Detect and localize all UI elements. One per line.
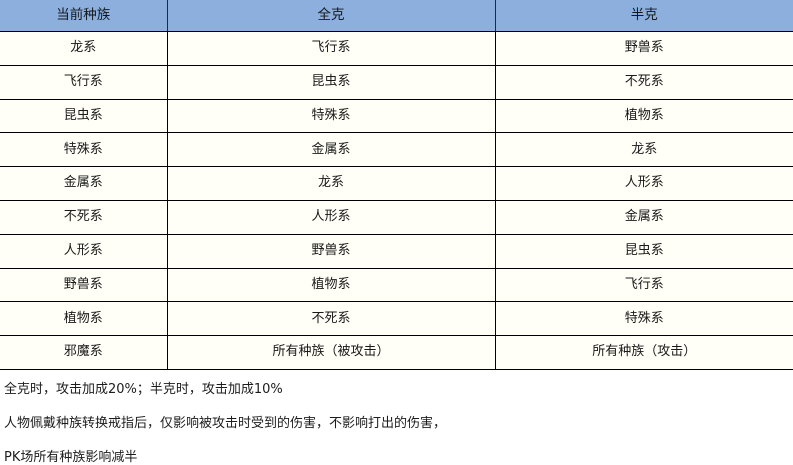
- cell-full-counter: 飞行系: [167, 31, 496, 66]
- cell-full-counter: 金属系: [167, 132, 496, 168]
- cell-current-race: 金属系: [0, 166, 168, 201]
- table-body: 龙系 飞行系 野兽系 飞行系 昆虫系 不死系 昆虫系 特殊系 植物系 特殊系 金…: [0, 31, 793, 370]
- table-row: 不死系 人形系 金属系: [0, 200, 793, 235]
- cell-half-counter: 金属系: [495, 200, 793, 235]
- table-row: 昆虫系 特殊系 植物系: [0, 99, 793, 134]
- cell-full-counter: 植物系: [167, 268, 496, 303]
- cell-current-race: 植物系: [0, 301, 168, 337]
- table-header-row: 当前种族 全克 半克: [0, 0, 793, 32]
- race-counter-table: 当前种族 全克 半克 龙系 飞行系 野兽系 飞行系 昆虫系 不死系 昆虫系 特殊…: [0, 0, 793, 370]
- cell-current-race: 昆虫系: [0, 99, 168, 134]
- table-row: 邪魔系 所有种族（被攻击） 所有种族（攻击）: [0, 335, 793, 370]
- cell-current-race: 不死系: [0, 200, 168, 235]
- note-race-ring: 人物佩戴种族转换戒指后，仅影响被攻击时受到的伤害，不影响打出的伤害，: [4, 415, 447, 431]
- cell-current-race: 邪魔系: [0, 335, 168, 370]
- column-header-current-race: 当前种族: [0, 0, 168, 32]
- table-row: 龙系 飞行系 野兽系: [0, 31, 793, 66]
- cell-half-counter: 昆虫系: [495, 234, 793, 269]
- footer-notes: 全克时，攻击加成20%；半克时，攻击加成10% 人物佩戴种族转换戒指后，仅影响被…: [0, 370, 793, 464]
- cell-half-counter: 龙系: [495, 132, 793, 168]
- cell-half-counter: 飞行系: [495, 268, 793, 303]
- cell-full-counter: 所有种族（被攻击）: [167, 335, 496, 370]
- cell-current-race: 野兽系: [0, 268, 168, 303]
- cell-half-counter: 植物系: [495, 99, 793, 134]
- note-damage-bonus: 全克时，攻击加成20%；半克时，攻击加成10%: [4, 381, 283, 397]
- column-header-full-counter: 全克: [167, 0, 496, 32]
- cell-full-counter: 特殊系: [167, 99, 496, 134]
- cell-current-race: 龙系: [0, 31, 168, 66]
- cell-half-counter: 所有种族（攻击）: [495, 335, 793, 370]
- cell-full-counter: 龙系: [167, 166, 496, 201]
- table-row: 野兽系 植物系 飞行系: [0, 268, 793, 303]
- cell-current-race: 特殊系: [0, 132, 168, 168]
- table-row: 特殊系 金属系 龙系: [0, 132, 793, 168]
- table-row: 飞行系 昆虫系 不死系: [0, 65, 793, 100]
- cell-full-counter: 野兽系: [167, 234, 496, 269]
- table-header: 当前种族 全克 半克: [0, 0, 793, 32]
- cell-half-counter: 人形系: [495, 166, 793, 201]
- cell-current-race: 人形系: [0, 234, 168, 269]
- cell-full-counter: 昆虫系: [167, 65, 496, 100]
- cell-full-counter: 人形系: [167, 200, 496, 235]
- table-row: 金属系 龙系 人形系: [0, 166, 793, 201]
- cell-half-counter: 野兽系: [495, 31, 793, 66]
- table-row: 人形系 野兽系 昆虫系: [0, 234, 793, 269]
- table-row: 植物系 不死系 特殊系: [0, 301, 793, 337]
- cell-half-counter: 不死系: [495, 65, 793, 100]
- cell-full-counter: 不死系: [167, 301, 496, 337]
- cell-half-counter: 特殊系: [495, 301, 793, 337]
- note-pk-field: PK场所有种族影响减半: [4, 449, 138, 465]
- column-header-half-counter: 半克: [495, 0, 793, 32]
- cell-current-race: 飞行系: [0, 65, 168, 100]
